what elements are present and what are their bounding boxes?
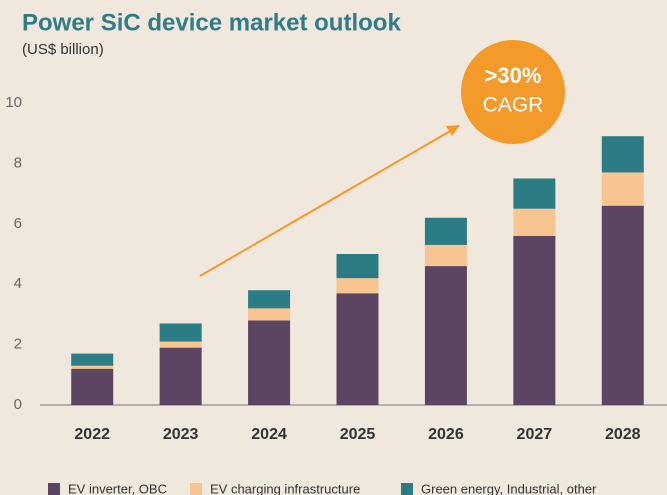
cagr-badge: [461, 40, 565, 144]
bar-segment: [71, 353, 114, 366]
x-tick-label: 2024: [251, 426, 287, 443]
bar-segment: [71, 365, 114, 369]
legend-swatch: [190, 483, 202, 495]
bar-segment: [424, 266, 467, 405]
bar-segment: [71, 368, 114, 405]
bar-segment: [159, 323, 202, 342]
trend-arrow: [199, 129, 453, 277]
bar-segment: [513, 208, 556, 236]
x-tick-label: 2028: [605, 426, 641, 443]
y-tick-label: 0: [14, 396, 22, 413]
bar-segment: [601, 172, 644, 206]
annotation: >30%: [485, 63, 542, 88]
legend-swatch: [401, 483, 413, 495]
bar-segment: [336, 278, 379, 294]
annotation: CAGR: [483, 94, 544, 117]
legend-swatch: [48, 483, 60, 495]
bar-segment: [248, 320, 291, 405]
bar-segment: [159, 341, 202, 348]
y-tick-label: 10: [5, 94, 22, 111]
x-tick-label: 2027: [517, 426, 553, 443]
bar-segment: [601, 205, 644, 405]
y-tick-label: 6: [14, 215, 22, 232]
y-tick-label: 2: [14, 336, 22, 353]
bar-segment: [248, 290, 291, 309]
x-tick-label: 2022: [74, 426, 110, 443]
bar-segment: [424, 217, 467, 245]
bar-segment: [159, 347, 202, 405]
legend-label: Green energy, Industrial, other: [421, 481, 597, 495]
arrow-head: [446, 125, 460, 136]
chart-title: Power SiC device market outlook: [22, 9, 401, 36]
y-tick-label: 8: [14, 154, 22, 171]
bar-segment: [424, 244, 467, 267]
y-tick-label: 4: [14, 275, 22, 292]
chart-subtitle: (US$ billion): [22, 41, 104, 58]
bar-segment: [513, 235, 556, 405]
x-tick-label: 2025: [340, 426, 376, 443]
bar-segment: [248, 308, 291, 321]
bar-segment: [601, 136, 644, 173]
bar-segment: [336, 254, 379, 279]
x-tick-label: 2023: [163, 426, 199, 443]
bar-segment: [336, 293, 379, 405]
bar-segment: [513, 178, 556, 209]
x-tick-label: 2026: [428, 426, 464, 443]
legend-label: EV inverter, OBC: [68, 481, 167, 495]
legend-label: EV charging infrastructure: [210, 481, 360, 495]
